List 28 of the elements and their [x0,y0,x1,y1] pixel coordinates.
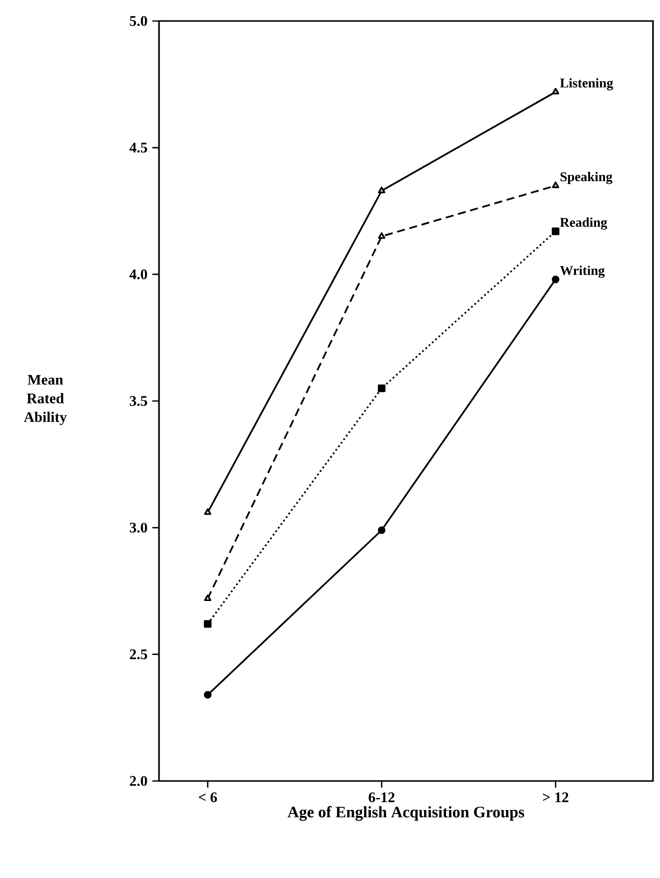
series-label: Reading [560,217,608,230]
point [204,594,212,602]
point [378,186,386,194]
y-tick-label: 2.0 [130,776,148,786]
y-tick-label: 3.5 [130,396,148,406]
y-axis-title: Mean Rated Ability [24,374,67,426]
x-tick-label: > 12 [542,792,568,802]
y-tick-label: 3.0 [130,522,148,533]
y-tick-label: 4.0 [129,269,148,280]
series-label: Speaking [560,172,612,184]
x-tick-label: < 6 [198,792,217,802]
point [552,182,560,188]
y-tick-label: 4.5 [129,142,148,153]
point [552,227,560,236]
point [552,276,560,284]
point [378,232,386,239]
point [204,508,212,515]
point [204,620,212,628]
series-label: Listening [560,78,614,90]
point [204,691,212,699]
point [552,88,560,94]
point [378,384,386,392]
y-tick-label: 2.5 [130,649,148,660]
y-tick-label: 5.0 [130,16,148,26]
point [378,526,386,534]
x-tick-label: 6-12 [368,792,394,802]
x-axis-title: Age of English Acquisition Groups [288,806,524,821]
series-label: Writing [560,266,605,278]
